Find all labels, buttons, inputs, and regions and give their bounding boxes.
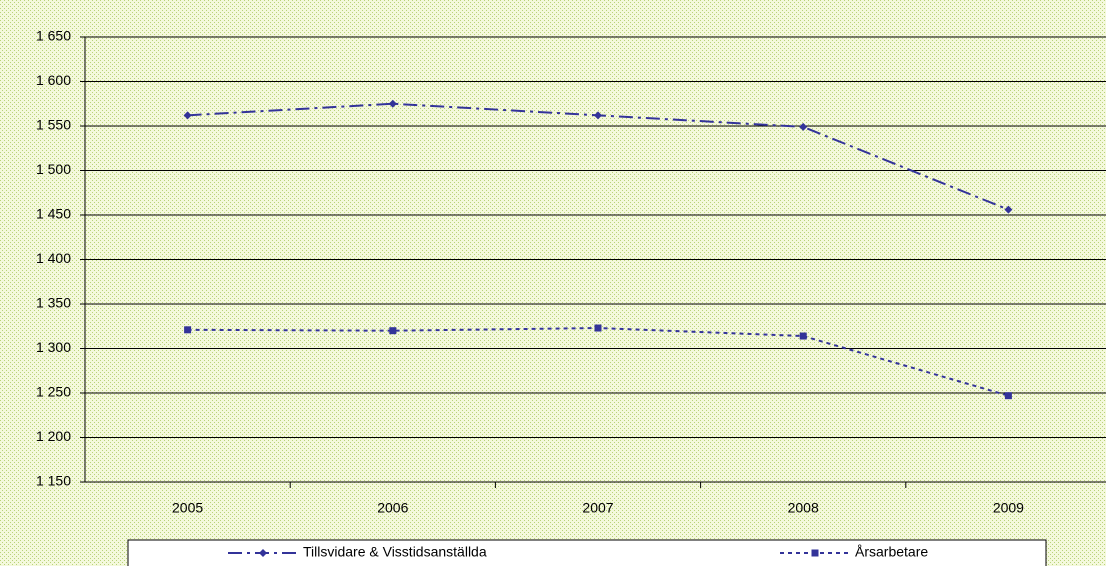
x-tick-label: 2009 xyxy=(993,500,1024,516)
y-tick-label: 1 550 xyxy=(36,117,71,133)
data-point xyxy=(1004,205,1013,214)
data-point xyxy=(183,111,192,120)
y-tick-label: 1 350 xyxy=(36,295,71,311)
y-tick-label: 1 600 xyxy=(36,72,71,88)
y-tick-label: 1 250 xyxy=(36,384,71,400)
x-tick-label: 2005 xyxy=(172,500,203,516)
x-tick-label: 2006 xyxy=(377,500,408,516)
data-point xyxy=(184,326,192,334)
y-tick-label: 1 450 xyxy=(36,206,71,222)
legend-label: Årsarbetare xyxy=(855,544,928,560)
y-tick-label: 1 500 xyxy=(36,161,71,177)
data-point xyxy=(594,111,602,120)
data-point xyxy=(389,327,397,335)
data-point xyxy=(594,324,602,332)
data-point xyxy=(388,99,397,108)
data-point xyxy=(1004,392,1012,400)
legend-marker xyxy=(259,549,267,557)
y-tick-label: 1 650 xyxy=(36,28,71,44)
data-point xyxy=(799,332,807,340)
data-point xyxy=(799,122,808,131)
y-tick-label: 1 400 xyxy=(36,250,71,266)
x-tick-label: 2007 xyxy=(582,500,613,516)
y-tick-label: 1 300 xyxy=(36,339,71,355)
y-tick-label: 1 150 xyxy=(36,473,71,489)
y-tick-label: 1 200 xyxy=(36,428,71,444)
legend-label: Tillsvidare & Visstidsanställda xyxy=(303,544,487,560)
x-tick-label: 2008 xyxy=(788,500,819,516)
legend-marker xyxy=(811,549,819,557)
legend xyxy=(127,539,1047,571)
